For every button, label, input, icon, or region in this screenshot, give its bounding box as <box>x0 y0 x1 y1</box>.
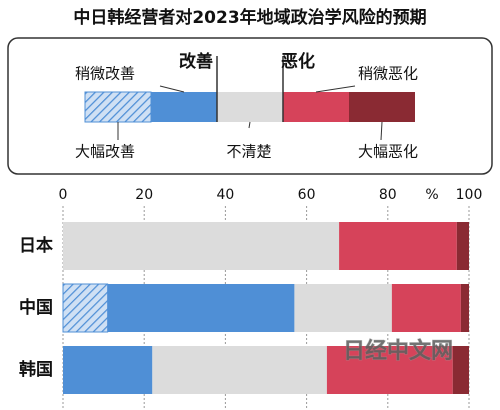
x-tick-label: 100 <box>456 187 483 203</box>
x-tick-label: 80 <box>379 187 397 203</box>
bar-segment <box>460 284 469 332</box>
legend-label: 大幅恶化 <box>358 143 418 161</box>
bar-segment <box>294 284 392 332</box>
bar-segment <box>62 283 109 333</box>
x-tick-label: 0 <box>59 187 68 203</box>
y-tick-label: 韩国 <box>19 359 53 380</box>
x-tick-label: 20 <box>135 187 153 203</box>
leader-line <box>159 85 185 93</box>
bar-segment <box>456 222 469 270</box>
y-tick-label: 日本 <box>19 235 53 256</box>
leader-line <box>380 121 383 141</box>
leader-line <box>315 85 356 93</box>
bar-segment <box>326 346 453 394</box>
legend-label: 大幅改善 <box>75 143 135 161</box>
bar-segment <box>63 222 340 270</box>
unit-label: % <box>425 187 438 203</box>
bar-segment <box>452 346 469 394</box>
bar-segment <box>152 346 327 394</box>
legend-swatch <box>217 92 283 122</box>
watermark: 日经中文网 <box>343 338 453 364</box>
legend-swatch <box>283 92 349 122</box>
bar-segment <box>63 346 153 394</box>
leader-line <box>248 121 251 129</box>
chart-title: 中日韩经营者对2023年地域政治学风险的预期 <box>73 7 426 28</box>
bar-segment <box>391 284 461 332</box>
legend-box <box>7 37 493 175</box>
y-tick-label: 中国 <box>19 297 53 318</box>
legend-label: 不清楚 <box>226 143 271 161</box>
legend-label: 稍微恶化 <box>358 65 418 83</box>
legend-swatch <box>151 92 217 122</box>
legend-group: 改善 <box>179 51 213 72</box>
legend-label: 稍微改善 <box>75 65 135 83</box>
legend-swatch <box>349 92 415 122</box>
x-tick-label: 40 <box>216 187 234 203</box>
bar-segment <box>339 222 457 270</box>
bar-segment <box>107 284 295 332</box>
legend-group: 恶化 <box>281 51 315 72</box>
legend-swatch <box>84 91 152 123</box>
x-tick-label: 60 <box>298 187 316 203</box>
